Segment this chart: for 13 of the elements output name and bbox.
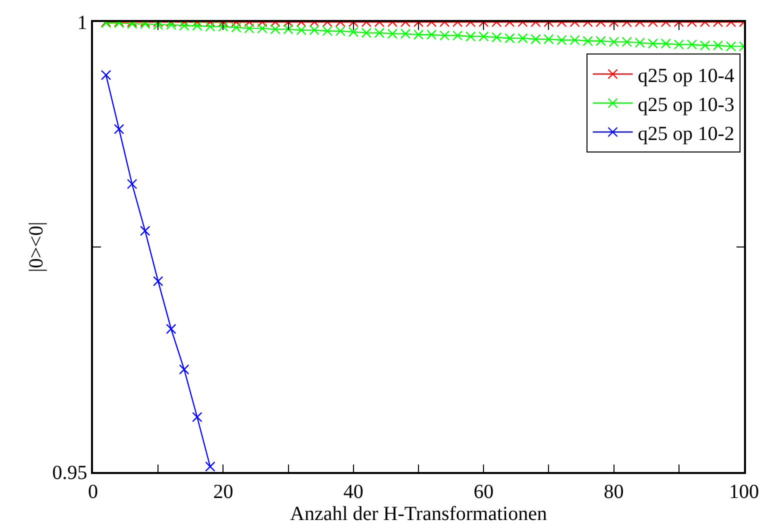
x-tick-label: 20 bbox=[213, 480, 234, 503]
legend-label: q25 op 10-4 bbox=[638, 64, 734, 87]
x-tick-label: 40 bbox=[343, 480, 364, 503]
y-tick-label: 0.95 bbox=[52, 462, 88, 484]
legend-label: q25 op 10-2 bbox=[638, 122, 734, 145]
legend-label: q25 op 10-3 bbox=[638, 94, 734, 116]
y-axis-title: |0><0| bbox=[25, 222, 48, 272]
x-axis-title: Anzahl der H-Transformationen bbox=[290, 502, 547, 525]
x-tick-label: 80 bbox=[604, 480, 624, 503]
x-tick-label: 60 bbox=[474, 480, 494, 503]
x-tick-label: 100 bbox=[729, 480, 759, 503]
x-tick-label: 0 bbox=[88, 480, 98, 503]
y-tick-label: 1 bbox=[77, 12, 88, 34]
